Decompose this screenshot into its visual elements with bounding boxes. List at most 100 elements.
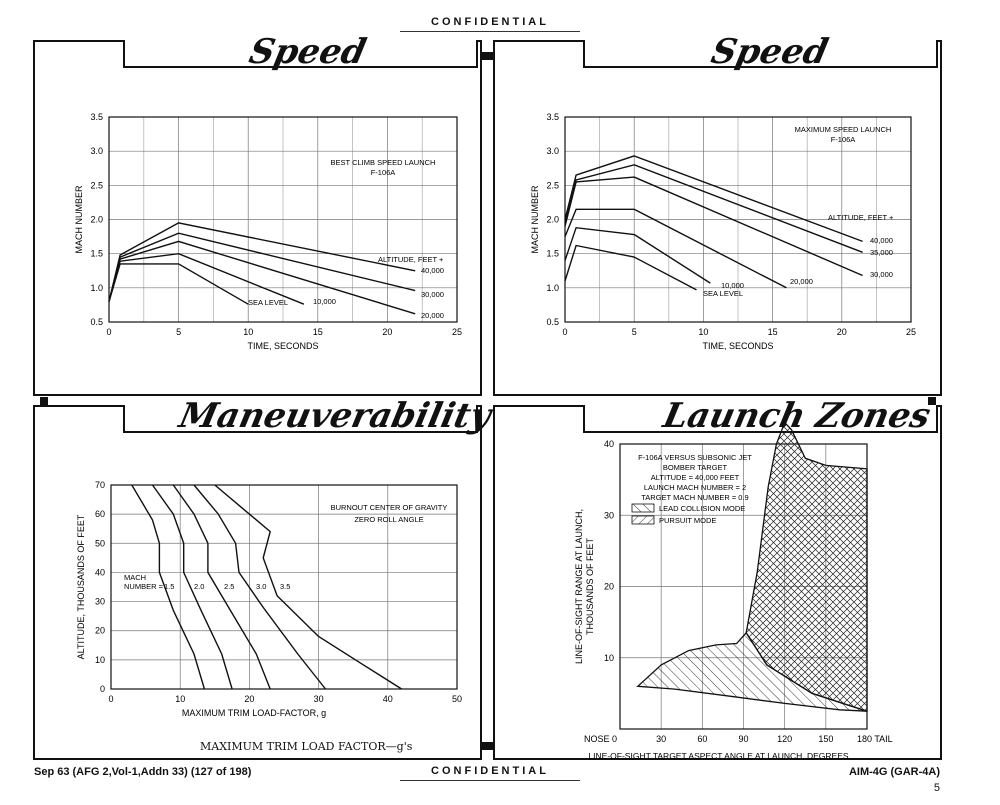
- divider-mark: [481, 52, 494, 60]
- y-tick-label: 40: [604, 439, 614, 449]
- x-tick-label: 20: [382, 327, 392, 337]
- x-tick-label: 60: [697, 734, 707, 744]
- series-line: [131, 484, 206, 690]
- y-tick-label: 3.0: [546, 146, 559, 156]
- y-tick-label: 30: [604, 510, 614, 520]
- chart-annotation: ALTITUDE = 40,000 FEET: [651, 473, 740, 482]
- series-label: 20,000: [790, 277, 813, 286]
- chart-annotation: F-106A: [831, 135, 856, 144]
- y-tick-label: 0.5: [90, 317, 103, 327]
- chart-annotation: TARGET MACH NUMBER = 0.9: [641, 493, 748, 502]
- x-tick-label: 30: [314, 694, 324, 704]
- banner-bl: [123, 405, 478, 433]
- series-label: 2.5: [224, 582, 234, 591]
- x-tick-label: 5: [176, 327, 181, 337]
- chart-0: 0 5 10 15 20 25 0.5 1.0 1.5 2.0 2.5 3.0 3.5 TIME, SEC…: [74, 112, 462, 351]
- series-label: 40,000: [421, 266, 444, 275]
- y-tick-label: 1.0: [90, 283, 103, 293]
- x-tick-label: 0: [562, 327, 567, 337]
- y-tick-label: 0: [100, 684, 105, 694]
- x-tick-label: 10: [175, 694, 185, 704]
- plot-frame: [108, 116, 458, 323]
- series-line: [172, 484, 271, 690]
- y-axis-label: MACH NUMBER: [530, 185, 540, 254]
- series-label: 20,000: [421, 311, 444, 320]
- footer-left: Sep 63 (AFG 2,Vol-1,Addn 33) (127 of 198…: [34, 766, 252, 778]
- x-tick-label: 0: [106, 327, 111, 337]
- series-label: 35,000: [870, 248, 893, 257]
- series-line: [108, 222, 416, 302]
- series-label: 1.5: [164, 582, 174, 591]
- y-tick-label: 3.5: [90, 112, 103, 122]
- chart-annotation: BOMBER TARGET: [663, 463, 728, 472]
- x-tick-label: 0: [108, 694, 113, 704]
- x-tick-label: 90: [738, 734, 748, 744]
- chart-annotation: BURNOUT CENTER OF GRAVITY: [331, 503, 448, 512]
- legend-label: PURSUIT MODE: [659, 516, 716, 525]
- divider-mark: [40, 397, 48, 405]
- y-tick-label: 30: [95, 597, 105, 607]
- divider-mark: [481, 742, 494, 750]
- chart-annotation: ALTITUDE, FEET +: [378, 255, 444, 264]
- chart-annotation: ZERO ROLL ANGLE: [354, 515, 423, 524]
- x-tick-label: 30: [656, 734, 666, 744]
- series-line: [214, 484, 402, 690]
- x-axis-label: TIME, SECONDS: [247, 341, 318, 351]
- x-tick-label: 120: [777, 734, 792, 744]
- banner-tr: [583, 40, 938, 68]
- plot-frame: [110, 484, 458, 690]
- chart-annotation: ALTITUDE, FEET +: [828, 213, 894, 222]
- x-tick-label: 50: [452, 694, 462, 704]
- chart-annotation: F-106A VERSUS SUBSONIC JET: [638, 453, 752, 462]
- chart-annotation: MACH: [124, 573, 146, 582]
- y-axis-label: LINE-OF-SIGHT RANGE AT LAUNCH,THOUSANDS …: [574, 509, 595, 664]
- series-line: [151, 484, 233, 690]
- x-tick-label: 15: [313, 327, 323, 337]
- series-line: [193, 484, 327, 690]
- y-tick-label: 40: [95, 567, 105, 577]
- x-axis-label: TIME, SECONDS: [702, 341, 773, 351]
- series-label: SEA LEVEL: [703, 289, 743, 298]
- chart-2: 0 10 20 30 40 50 0 10 20 30 40 50 60 70 MAXIMUM TRIM L…: [76, 480, 462, 718]
- y-tick-label: 2.0: [90, 215, 103, 225]
- chart-annotation: LAUNCH MACH NUMBER = 2: [644, 483, 746, 492]
- page-number: 5: [933, 782, 940, 794]
- series-label: 30,000: [870, 270, 893, 279]
- series-line: [564, 155, 863, 243]
- y-tick-label: 1.5: [546, 249, 559, 259]
- series-label: 10,000: [721, 281, 744, 290]
- maneuver-caption: MAXIMUM TRIM LOAD FACTOR—g's: [200, 740, 413, 753]
- y-tick-label: 20: [604, 582, 614, 592]
- y-tick-label: 10: [95, 655, 105, 665]
- y-tick-label: 10: [604, 653, 614, 663]
- chart-annotation: F-106A: [371, 168, 396, 177]
- x-tick-label: 180 TAIL: [857, 734, 893, 744]
- x-tick-label: 5: [632, 327, 637, 337]
- y-tick-label: 50: [95, 538, 105, 548]
- x-tick-label: 150: [818, 734, 833, 744]
- y-axis-label: ALTITUDE, THOUSANDS OF FEET: [76, 514, 86, 659]
- series-label: 30,000: [421, 290, 444, 299]
- x-tick-label: 10: [243, 327, 253, 337]
- chart-1: 0 5 10 15 20 25 0.5 1.0 1.5 2.0 2.5 3.0 3.5 TIME, SEC…: [530, 112, 916, 351]
- series-line: [564, 208, 787, 289]
- series-line: [564, 226, 711, 284]
- chart-3: NOSE 0 30 60 90 120 150 180 TAIL 10 20 30 40 LINE-O…: [574, 421, 893, 761]
- x-tick-label: 40: [383, 694, 393, 704]
- y-tick-label: 3.0: [90, 146, 103, 156]
- y-tick-label: 3.5: [546, 112, 559, 122]
- legend-label: LEAD COLLISION MODE: [659, 504, 745, 513]
- series-label: 3.5: [280, 582, 290, 591]
- series-label: 40,000: [870, 236, 893, 245]
- area-pursuit: [745, 421, 868, 713]
- series-line: [564, 176, 863, 277]
- x-tick-label: 25: [452, 327, 462, 337]
- y-tick-label: 2.5: [90, 180, 103, 190]
- footer-rule: [400, 780, 580, 781]
- series-label: 3.0: [256, 582, 266, 591]
- legend-swatch-pursuit: [631, 515, 655, 525]
- series-label: 2.0: [194, 582, 204, 591]
- banner-tl: [123, 40, 478, 68]
- panel-speed-right: [493, 40, 942, 396]
- chart-annotation: MAXIMUM SPEED LAUNCH: [795, 125, 892, 134]
